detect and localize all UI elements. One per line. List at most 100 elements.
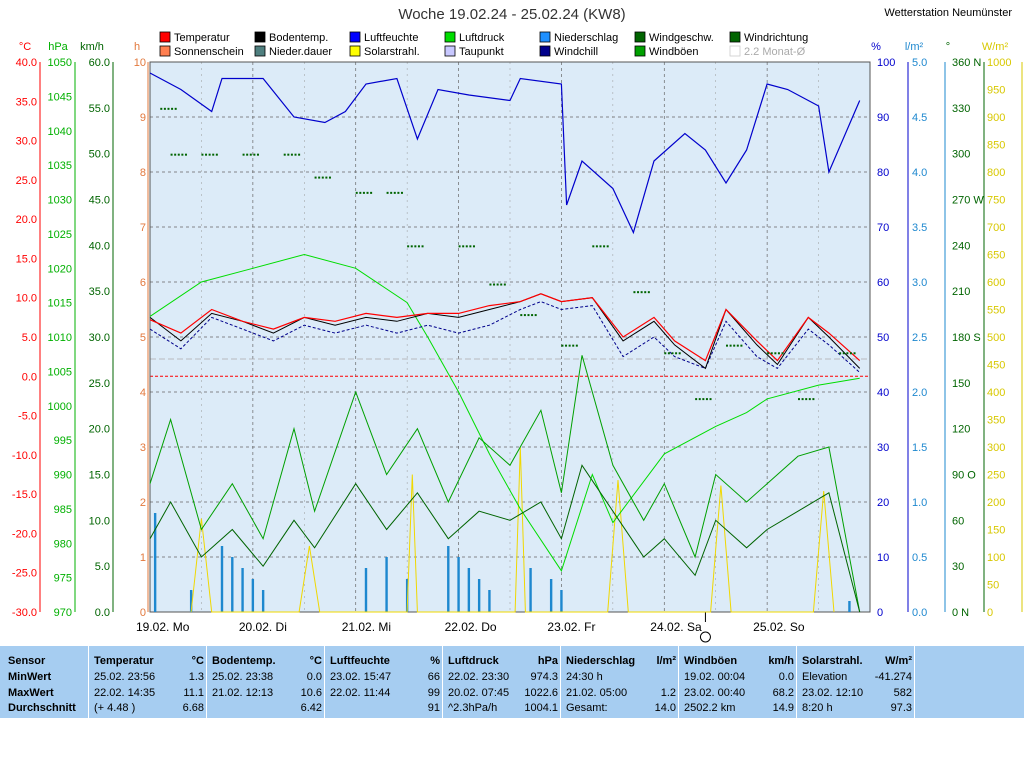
stats-cell-text: 23.02. 12:10 — [802, 687, 864, 699]
wm2-tick: 600 — [987, 277, 1005, 289]
wind-direction-dot — [370, 191, 373, 194]
deg-tick: 150 — [952, 378, 970, 390]
wind-direction-dot — [637, 291, 640, 294]
temp-tick: 40.0 — [16, 57, 37, 69]
legend-swatch — [159, 31, 171, 43]
pct-tick: 70 — [877, 222, 889, 234]
legend-label: Taupunkt — [459, 46, 504, 58]
temp-tick: 5.0 — [22, 332, 37, 344]
legend-label: Sonnenschein — [174, 46, 244, 58]
unit-label: l/m² — [905, 41, 924, 53]
wind-direction-dot — [781, 352, 784, 355]
wind-direction-dot — [201, 153, 204, 156]
series-pressure — [149, 253, 860, 572]
day-label: 21.02. Mi — [342, 620, 391, 634]
stats-cell-value: -41.274 — [874, 671, 912, 683]
lm2-tick: 5.0 — [912, 57, 927, 69]
series-wind-speed — [149, 464, 861, 613]
hpa-tick: 1040 — [48, 126, 72, 138]
stats-cell-value: 0.0 — [306, 671, 322, 683]
legend-swatch — [539, 31, 551, 43]
hpa-tick: 995 — [54, 435, 72, 447]
wind-direction-dot — [181, 153, 184, 156]
legend-swatch — [634, 31, 646, 43]
stats-cell-value: 0.0 — [778, 671, 794, 683]
stats-cell-value: 66 — [427, 671, 440, 683]
precip-bar — [251, 579, 255, 612]
wind-direction-dot — [500, 283, 503, 286]
precip-bar — [488, 590, 491, 612]
statistics-panel: Sensor MinWert MaxWert Durchschnitt Temperat… — [0, 646, 1024, 718]
wind-direction-dot — [359, 191, 362, 194]
wind-direction-dot — [520, 314, 523, 317]
wm2-tick: 750 — [987, 195, 1005, 207]
wind-direction-dot — [534, 314, 537, 317]
wind-direction-dot — [774, 352, 777, 355]
wm2-tick: 450 — [987, 360, 1005, 372]
wind-direction-dot — [410, 245, 413, 248]
wind-direction-dot — [290, 153, 293, 156]
stats-cell-value: 1022.6 — [524, 687, 558, 699]
wind-direction-dot — [205, 153, 208, 156]
legend-label: Windböen — [649, 46, 699, 58]
wind-direction-dot — [294, 153, 297, 156]
hours-tick: 2 — [140, 497, 146, 509]
temp-tick: 20.0 — [16, 214, 37, 226]
wind-direction-dot — [698, 398, 701, 401]
pct-tick: 0 — [877, 607, 883, 619]
wind-direction-dot — [599, 245, 602, 248]
stats-col-header: Bodentemp. — [212, 655, 276, 667]
wind-direction-dot — [592, 245, 595, 248]
wind-direction-dot — [671, 352, 674, 355]
temp-tick: 25.0 — [16, 175, 37, 187]
weather-chart: 40.035.030.025.020.015.010.05.00.0-5.0-1… — [11, 6, 1023, 643]
wind-direction-dot — [664, 352, 667, 355]
wind-direction-dot — [171, 107, 174, 110]
wind-direction-dot — [400, 191, 403, 194]
wind-direction-dot — [321, 176, 324, 179]
series-dewpoint — [149, 301, 861, 373]
stats-cell-text: 22.02. 11:44 — [330, 687, 391, 699]
temp-tick: -20.0 — [12, 528, 37, 540]
wind-direction-dot — [633, 291, 636, 294]
hours-tick: 9 — [140, 112, 146, 124]
series-wind-gusts — [149, 355, 861, 613]
wind-direction-dot — [184, 153, 187, 156]
stats-cell-value: 11.1 — [183, 687, 204, 699]
kmh-tick: 30.0 — [89, 332, 110, 344]
wind-direction-dot — [812, 398, 815, 401]
wind-direction-dot — [386, 191, 389, 194]
stats-cell-text: 25.02. 23:38 — [212, 671, 274, 683]
wind-direction-dot — [568, 344, 571, 347]
stats-cell-value: 582 — [893, 687, 912, 699]
stats-cell-value: 97.3 — [890, 702, 912, 714]
wind-direction-dot — [798, 398, 800, 401]
wind-direction-dot — [805, 398, 808, 401]
wind-direction-dot — [256, 153, 259, 156]
kmh-tick: 0.0 — [95, 607, 110, 619]
wind-direction-dot — [469, 245, 472, 248]
day-label: 22.02. Do — [445, 620, 497, 634]
deg-tick: 270 W — [952, 195, 984, 207]
hours-tick: 4 — [140, 387, 146, 399]
stats-separator — [206, 646, 207, 718]
stats-cell-value: 91 — [427, 702, 440, 714]
wind-direction-dot — [770, 352, 773, 355]
hpa-tick: 1030 — [48, 195, 72, 207]
deg-tick: 180 S — [952, 332, 981, 344]
wind-direction-dot — [575, 344, 578, 347]
wm2-tick: 850 — [987, 140, 1005, 152]
wind-direction-dot — [702, 398, 705, 401]
legend-swatch — [254, 31, 266, 43]
legend-swatch — [444, 45, 456, 57]
legend-swatch — [634, 45, 646, 57]
temp-tick: 30.0 — [16, 136, 37, 148]
hpa-tick: 980 — [54, 538, 72, 550]
wind-direction-dot — [767, 352, 770, 355]
stats-cell-text: Elevation — [802, 671, 848, 683]
wind-direction-dot — [393, 191, 396, 194]
stats-separator — [442, 646, 443, 718]
stats-cell-text: 23.02. 00:40 — [684, 687, 746, 699]
wind-direction-dot — [355, 191, 358, 194]
kmh-tick: 15.0 — [89, 470, 110, 482]
